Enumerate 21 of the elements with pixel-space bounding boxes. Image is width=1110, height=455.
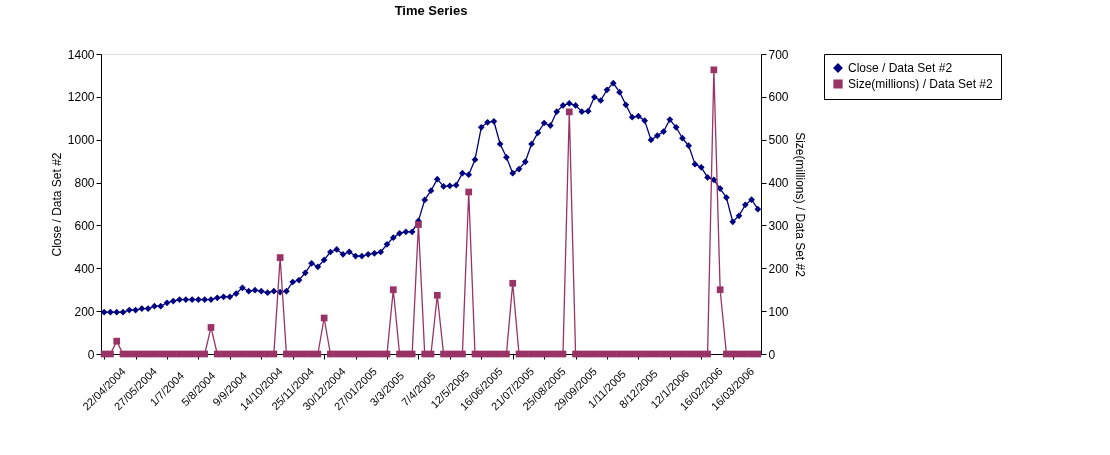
y2-tick-label: 400 <box>768 176 789 191</box>
y-tick-label: 200 <box>74 304 95 319</box>
y-tick-label: 0 <box>87 347 95 362</box>
y-tick-label: 800 <box>74 176 95 191</box>
y2-tick-label: 600 <box>768 90 789 105</box>
y-tick-label: 1400 <box>67 47 95 62</box>
y-tick-label: 1000 <box>67 133 95 148</box>
y-axis-title: Close / Data Set #2 <box>49 152 64 257</box>
y2-tick-label: 100 <box>768 304 789 319</box>
legend-label: Close / Data Set #2 <box>848 61 953 75</box>
legend-label: Size(millions) / Data Set #2 <box>848 77 994 91</box>
y-tick-label: 400 <box>74 261 95 276</box>
y-tick-label: 1200 <box>67 90 95 105</box>
y2-tick-label: 500 <box>768 133 789 148</box>
y2-tick-label: 700 <box>768 47 789 62</box>
y-tick-label: 600 <box>74 218 95 233</box>
y2-tick-label: 200 <box>768 261 789 276</box>
y2-tick-label: 300 <box>768 218 789 233</box>
y2-tick-label: 0 <box>768 347 776 362</box>
y2-axis-title: Size(millions) / Data Set #2 <box>792 132 807 278</box>
chart-title: Time Series <box>394 3 468 18</box>
